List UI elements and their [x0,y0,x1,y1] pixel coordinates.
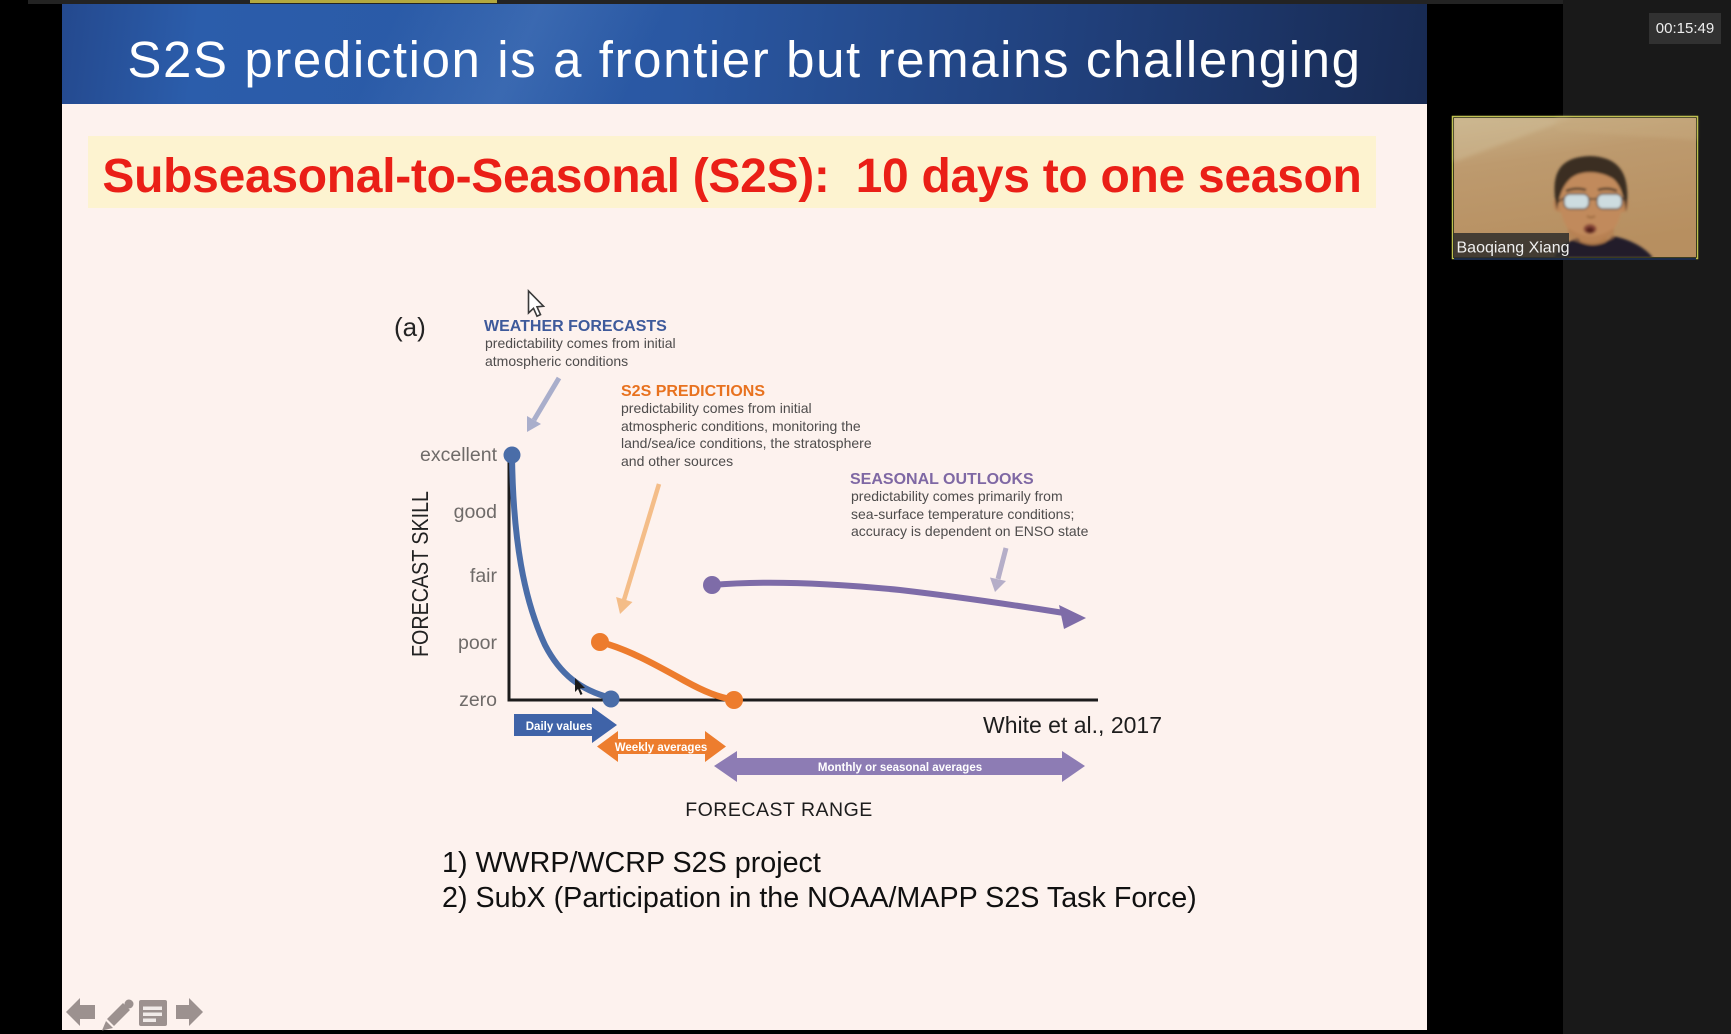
svg-text:predictability comes from init: predictability comes from initial [621,400,812,416]
svg-text:(a): (a) [394,312,426,342]
svg-text:FORECAST RANGE: FORECAST RANGE [685,799,873,821]
svg-text:excellent: excellent [420,444,498,466]
svg-text:and other sources: and other sources [621,453,733,469]
svg-text:predictability comes from init: predictability comes from initial [485,335,676,351]
svg-text:Baoqiang Xiang: Baoqiang Xiang [1457,240,1570,257]
svg-text:atmospheric conditions, monito: atmospheric conditions, monitoring the [621,418,861,434]
svg-text:Weekly averages: Weekly averages [615,742,708,754]
svg-text:Daily values: Daily values [526,721,592,733]
svg-text:SEASONAL OUTLOOKS: SEASONAL OUTLOOKS [850,471,1034,488]
svg-text:zero: zero [459,689,497,711]
svg-text:good: good [454,501,497,523]
svg-text:S2S PREDICTIONS: S2S PREDICTIONS [621,383,765,400]
svg-text:poor: poor [458,632,498,654]
svg-text:atmospheric conditions: atmospheric conditions [485,353,628,369]
svg-text:sea-surface temperature condit: sea-surface temperature conditions; [851,506,1074,522]
svg-text:accuracy is dependent on ENSO: accuracy is dependent on ENSO state [851,523,1089,539]
svg-text:White et al., 2017: White et al., 2017 [983,712,1162,738]
svg-text:predictability comes primarily: predictability comes primarily from [851,488,1063,504]
svg-text:fair: fair [470,565,498,587]
svg-text:WEATHER FORECASTS: WEATHER FORECASTS [484,318,667,335]
svg-text:FORECAST SKILL: FORECAST SKILL [407,491,433,657]
svg-text:land/sea/ice conditions, the s: land/sea/ice conditions, the stratospher… [621,435,872,451]
svg-text:Monthly or seasonal averages: Monthly or seasonal averages [818,762,982,774]
